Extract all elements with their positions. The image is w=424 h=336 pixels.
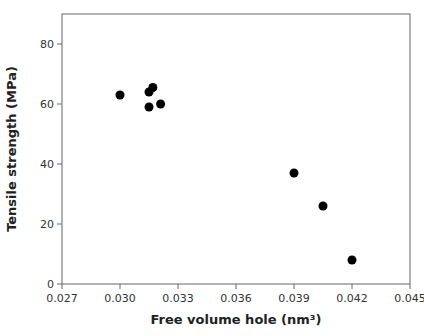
x-tick-label: 0.036 [220,292,252,305]
chart: 0.027 0.030 0.033 0.036 0.039 0.042 0.045 0 20 40… [0,0,424,336]
y-tick-label: 40 [40,158,54,171]
x-tick-label: 0.027 [46,292,78,305]
y-tick [57,284,62,285]
point [156,100,165,109]
x-axis-label: Free volume hole (nm³) [151,312,322,327]
y-tick-label: 60 [40,98,54,111]
chart-container: 0.027 0.030 0.033 0.036 0.039 0.042 0.045 0 20 40… [0,0,424,336]
point [319,202,328,211]
y-axis-label: Tensile strength (MPa) [4,66,19,232]
point [148,83,157,92]
x-tick-label: 0.045 [394,292,424,305]
x-tick [294,284,295,289]
x-tick [236,284,237,289]
y-tick-label: 20 [40,218,54,231]
point [145,103,154,112]
y-tick [57,164,62,165]
y-tick [57,44,62,45]
points [116,83,357,265]
point [348,256,357,265]
y-tick-label: 80 [40,38,54,51]
y-tick [57,104,62,105]
point [116,91,125,100]
x-tick-label: 0.039 [278,292,310,305]
x-tick [178,284,179,289]
y-tick-label: 0 [47,278,54,291]
x-tick-label: 0.042 [336,292,368,305]
x-tick [352,284,353,289]
x-tick-label: 0.033 [162,292,194,305]
plot-frame [62,14,410,284]
axes: 0.027 0.030 0.033 0.036 0.039 0.042 0.045 0 20 40… [40,14,424,305]
x-tick-label: 0.030 [104,292,136,305]
x-tick [62,284,63,289]
y-tick [57,224,62,225]
x-tick [120,284,121,289]
x-tick [410,284,411,289]
point [290,169,299,178]
